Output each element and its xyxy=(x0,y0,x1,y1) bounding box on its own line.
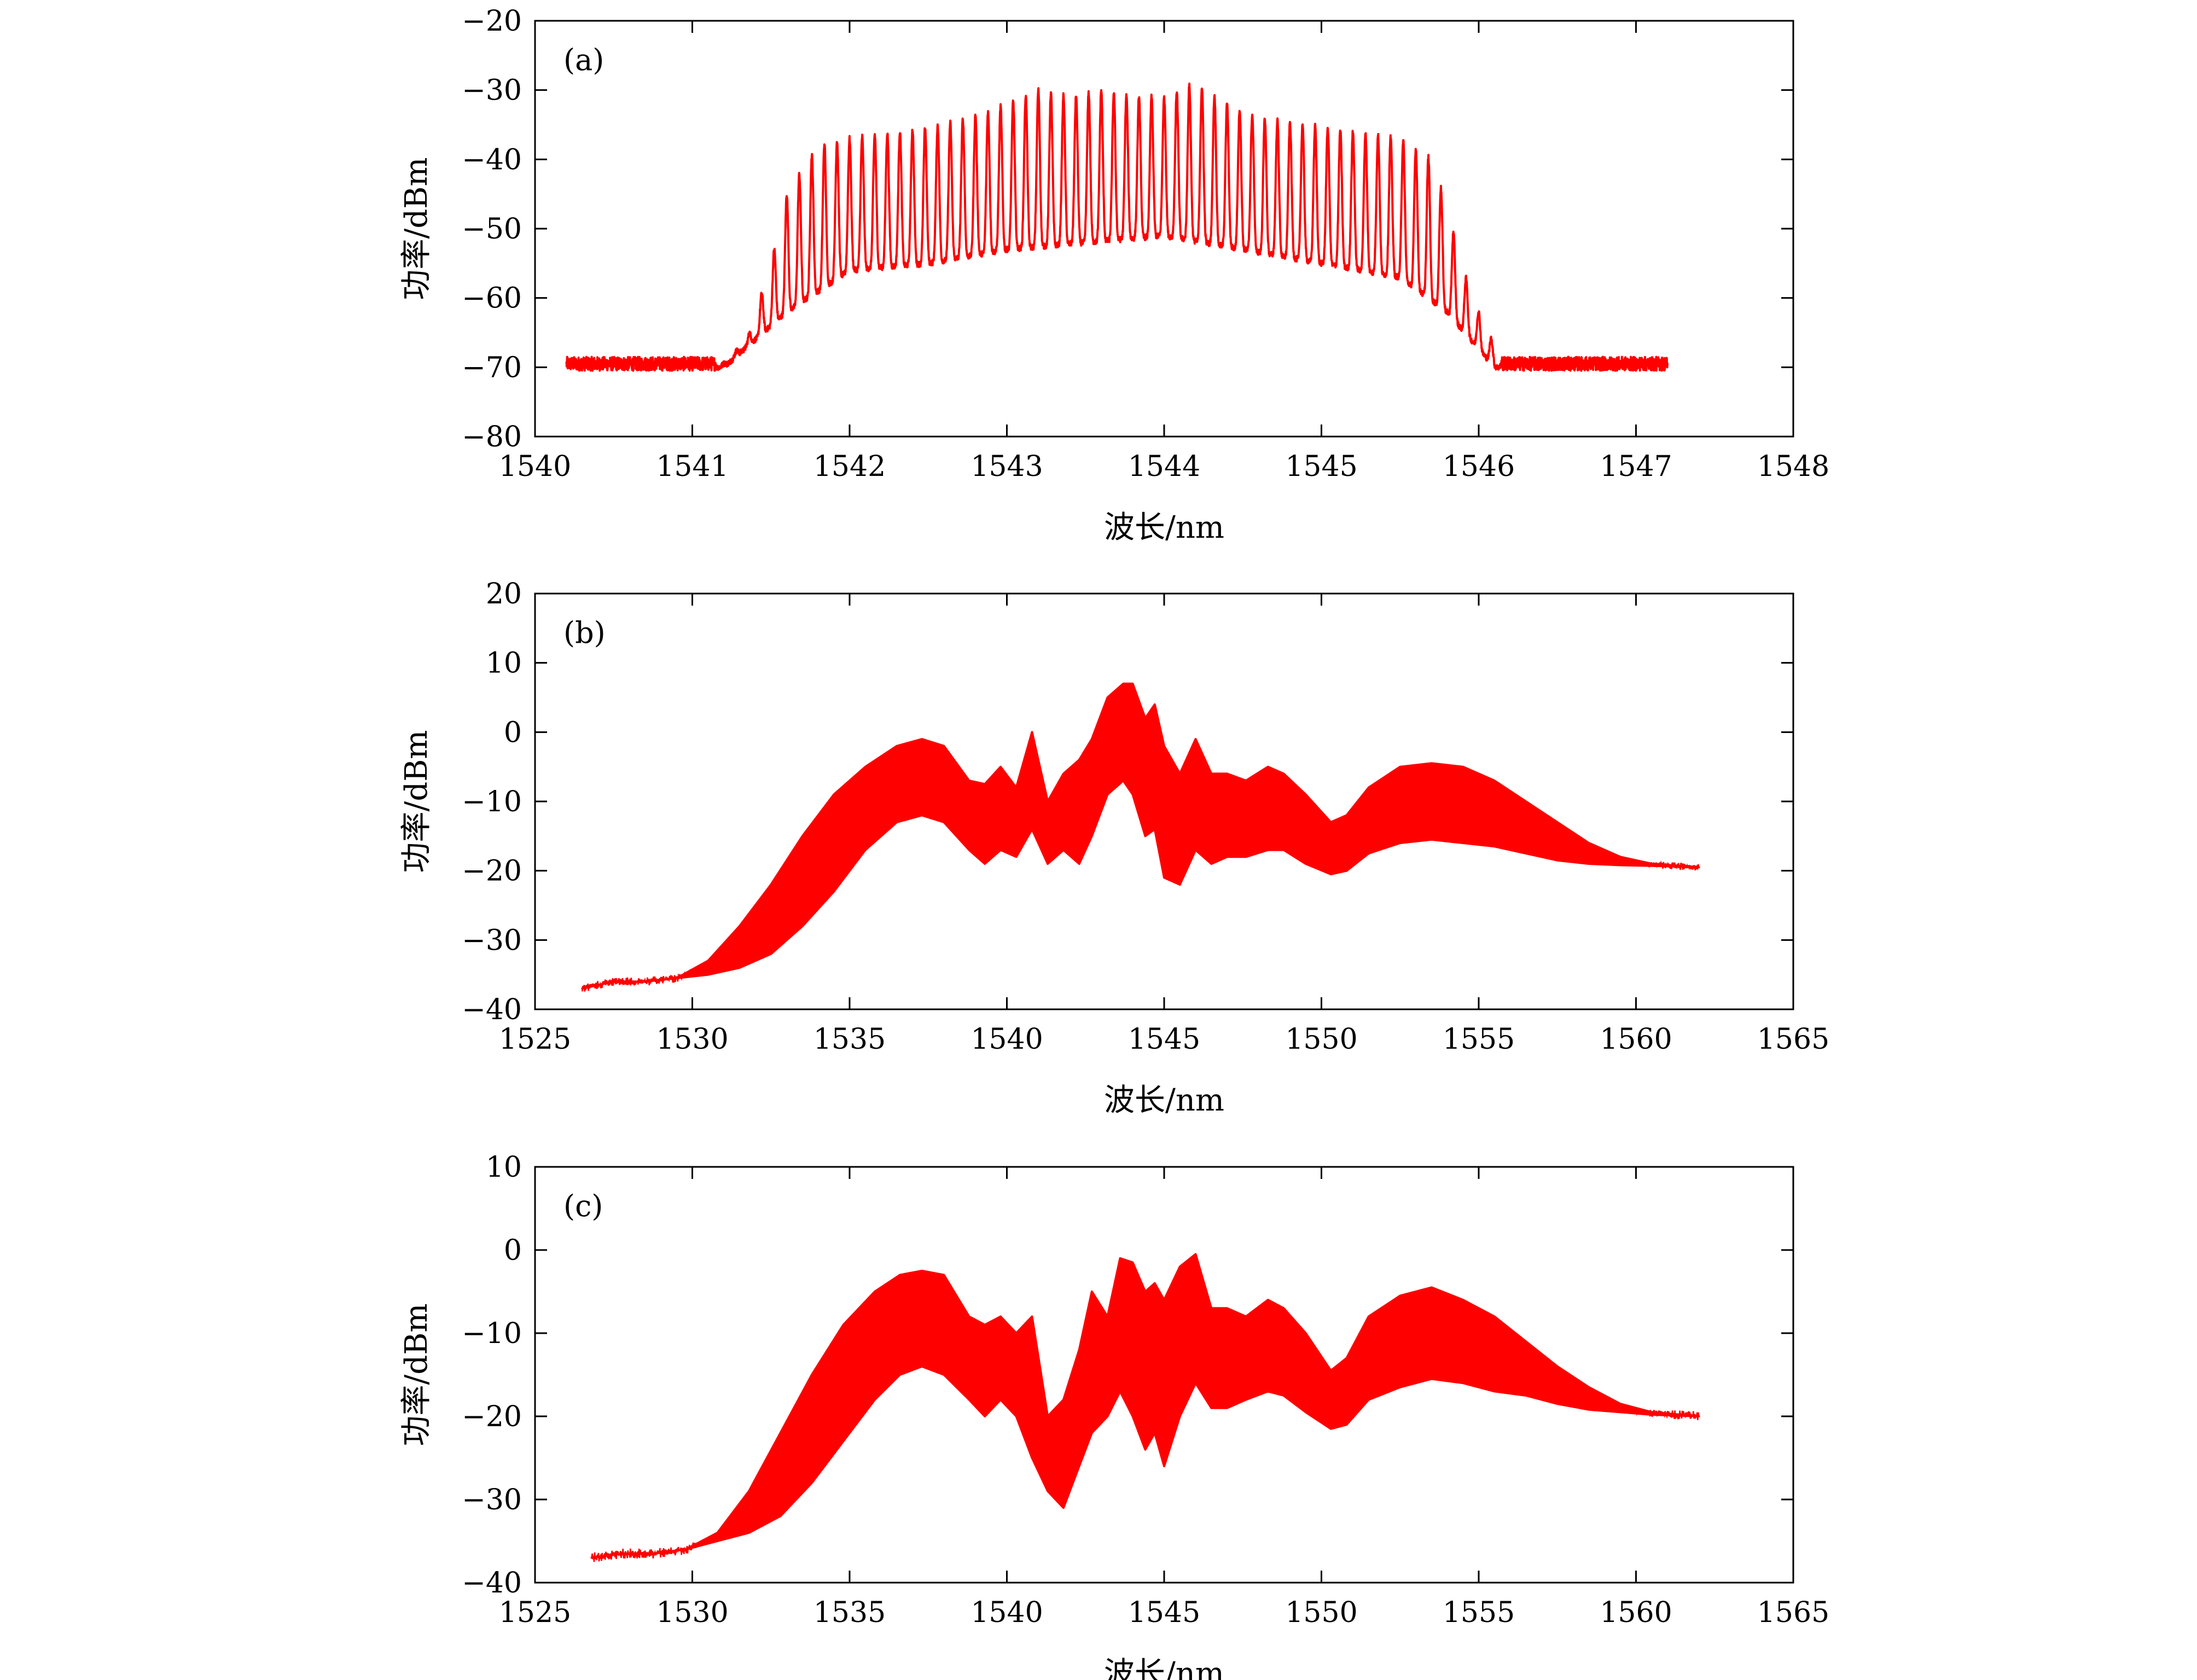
x-tick-label: 1541 xyxy=(656,450,728,483)
x-tick-label: 1545 xyxy=(1285,450,1357,483)
y-tick-label: 0 xyxy=(504,1234,522,1267)
x-tick-label: 1545 xyxy=(1128,1596,1200,1629)
x-tick-label: 1535 xyxy=(813,1023,886,1056)
y-axis-title: 功率/dBm xyxy=(399,158,434,300)
x-tick-label: 1530 xyxy=(656,1596,728,1629)
x-tick-label: 1540 xyxy=(499,450,571,483)
panel-b: 1525 1530 1535 1540 1545 1550 1555 1560 1565 −40 −… xyxy=(399,578,1829,1118)
panel-label: (a) xyxy=(563,43,604,77)
y-tick-label: −10 xyxy=(462,1317,522,1350)
x-tick-label: 1548 xyxy=(1757,450,1829,483)
y-tick-label: −40 xyxy=(462,1567,522,1600)
y-tick-label: −30 xyxy=(462,924,522,957)
y-tick-label: 20 xyxy=(486,578,522,611)
series-line xyxy=(565,82,1669,372)
x-tick-label: 1545 xyxy=(1128,1023,1200,1056)
y-tick-label: −20 xyxy=(462,1400,522,1433)
x-tick-label: 1525 xyxy=(499,1596,571,1629)
x-axis-title: 波长/nm xyxy=(1104,510,1224,545)
x-axis-title: 波长/nm xyxy=(1104,1656,1224,1680)
x-tick-label: 1543 xyxy=(970,450,1043,483)
panel-label: (c) xyxy=(563,1189,603,1223)
x-tick-label: 1525 xyxy=(499,1023,571,1056)
x-tick-label: 1560 xyxy=(1600,1596,1672,1629)
y-axis-title: 功率/dBm xyxy=(399,730,434,873)
y-tick-label: −10 xyxy=(462,786,522,818)
y-tick-label: −60 xyxy=(462,282,522,315)
y-tick-label: −40 xyxy=(462,993,522,1026)
y-tick-label: −20 xyxy=(462,5,522,38)
panel-c: 1525 1530 1535 1540 1545 1550 1555 1560 1565 −40 −… xyxy=(399,1151,1829,1680)
y-tick-label: −30 xyxy=(462,1484,522,1516)
x-tick-label: 1555 xyxy=(1443,1596,1515,1629)
panel-label: (b) xyxy=(563,615,606,650)
y-tick-label: 0 xyxy=(504,716,522,749)
y-tick-label: 10 xyxy=(486,1151,522,1184)
x-tick-label: 1540 xyxy=(970,1023,1043,1056)
panel-a: 1540 1541 1542 1543 1544 1545 1546 1547 1548 −80 −… xyxy=(399,5,1829,545)
plot-frame xyxy=(534,20,1794,438)
x-tick-label: 1555 xyxy=(1443,1023,1515,1056)
x-tick-label: 1546 xyxy=(1443,450,1515,483)
x-tick-label: 1560 xyxy=(1600,1023,1672,1056)
series-oscillation xyxy=(582,684,1700,992)
y-tick-label: −30 xyxy=(462,74,522,107)
x-tick-label: 1550 xyxy=(1285,1596,1357,1629)
x-tick-label: 1547 xyxy=(1600,450,1672,483)
x-tick-label: 1540 xyxy=(970,1596,1043,1629)
x-tick-label: 1565 xyxy=(1757,1023,1829,1056)
x-tick-label: 1544 xyxy=(1128,450,1200,483)
y-tick-label: −70 xyxy=(462,351,522,384)
x-tick-label: 1565 xyxy=(1757,1596,1829,1629)
y-axis-title: 功率/dBm xyxy=(399,1304,434,1446)
x-tick-label: 1550 xyxy=(1285,1023,1357,1056)
y-tick-label: −20 xyxy=(462,855,522,888)
series-oscillation xyxy=(591,1255,1700,1562)
x-tick-label: 1530 xyxy=(656,1023,728,1056)
y-tick-label: −50 xyxy=(462,213,522,246)
y-tick-label: −40 xyxy=(462,143,522,176)
y-tick-label: 10 xyxy=(486,647,522,680)
x-tick-label: 1535 xyxy=(813,1596,886,1629)
x-tick-label: 1542 xyxy=(813,450,886,483)
y-tick-label: −80 xyxy=(462,421,522,454)
x-axis-title: 波长/nm xyxy=(1104,1083,1224,1118)
